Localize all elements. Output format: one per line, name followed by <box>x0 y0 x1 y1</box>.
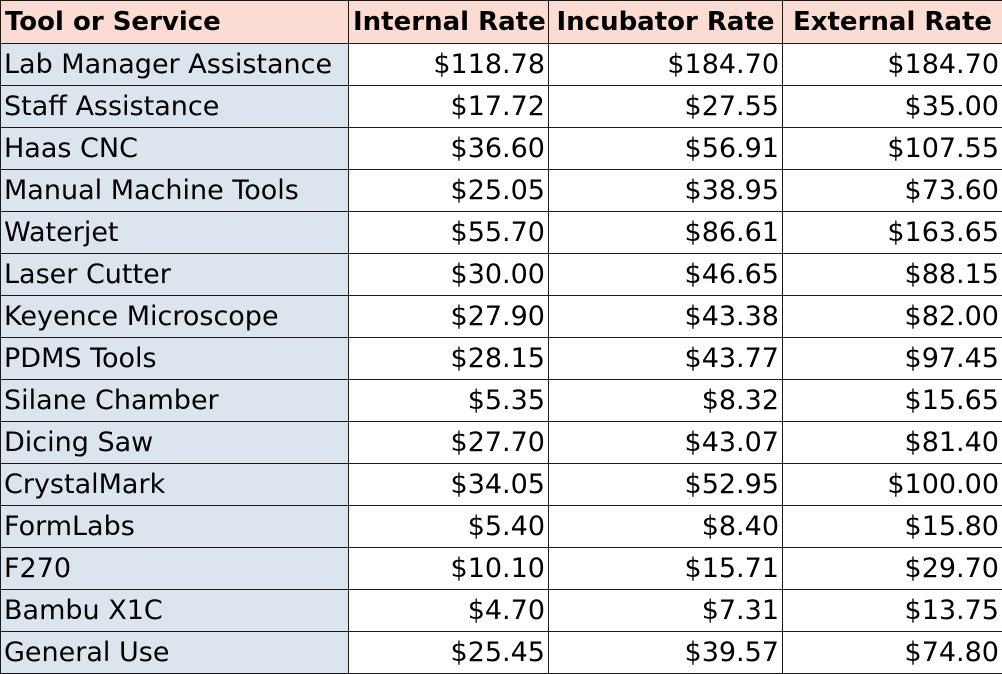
table-row: Waterjet $55.70 $86.61 $163.65 <box>0 211 1002 254</box>
table-row: Keyence Microscope $27.90 $43.38 $82.00 <box>0 295 1002 338</box>
table-row: PDMS Tools $28.15 $43.77 $97.45 <box>0 337 1002 380</box>
internal-rate-cell: $5.40 <box>348 505 549 548</box>
external-rate-cell: $81.40 <box>782 421 1002 464</box>
internal-rate-cell: $27.90 <box>348 295 549 338</box>
internal-rate-cell: $17.72 <box>348 85 549 128</box>
table-row: Laser Cutter $30.00 $46.65 $88.15 <box>0 253 1002 296</box>
internal-rate-cell: $36.60 <box>348 127 549 170</box>
incubator-rate-cell: $27.55 <box>548 85 783 128</box>
table-row: Haas CNC $36.60 $56.91 $107.55 <box>0 127 1002 170</box>
table-row: Bambu X1C $4.70 $7.31 $13.75 <box>0 589 1002 632</box>
tool-name-cell: CrystalMark <box>0 463 349 506</box>
incubator-rate-cell: $43.77 <box>548 337 783 380</box>
external-rate-cell: $13.75 <box>782 589 1002 632</box>
tool-name-cell: Dicing Saw <box>0 421 349 464</box>
incubator-rate-cell: $39.57 <box>548 631 783 674</box>
external-rate-cell: $74.80 <box>782 631 1002 674</box>
incubator-rate-cell: $43.38 <box>548 295 783 338</box>
table-row: Staff Assistance $17.72 $27.55 $35.00 <box>0 85 1002 128</box>
incubator-rate-cell: $184.70 <box>548 43 783 86</box>
external-rate-cell: $15.65 <box>782 379 1002 422</box>
external-rate-cell: $97.45 <box>782 337 1002 380</box>
table-row: Dicing Saw $27.70 $43.07 $81.40 <box>0 421 1002 464</box>
external-rate-cell: $73.60 <box>782 169 1002 212</box>
tool-name-cell: Staff Assistance <box>0 85 349 128</box>
header-internal-rate: Internal Rate <box>348 0 549 44</box>
table-row: Lab Manager Assistance $118.78 $184.70 $184… <box>0 43 1002 86</box>
header-incubator-rate: Incubator Rate <box>548 0 783 44</box>
incubator-rate-cell: $38.95 <box>548 169 783 212</box>
table-row: Silane Chamber $5.35 $8.32 $15.65 <box>0 379 1002 422</box>
incubator-rate-cell: $43.07 <box>548 421 783 464</box>
tool-name-cell: FormLabs <box>0 505 349 548</box>
tool-name-cell: Silane Chamber <box>0 379 349 422</box>
incubator-rate-cell: $56.91 <box>548 127 783 170</box>
incubator-rate-cell: $8.32 <box>548 379 783 422</box>
external-rate-cell: $88.15 <box>782 253 1002 296</box>
tool-name-cell: F270 <box>0 547 349 590</box>
internal-rate-cell: $118.78 <box>348 43 549 86</box>
table-row: Manual Machine Tools $25.05 $38.95 $73.60 <box>0 169 1002 212</box>
external-rate-cell: $184.70 <box>782 43 1002 86</box>
incubator-rate-cell: $86.61 <box>548 211 783 254</box>
external-rate-cell: $107.55 <box>782 127 1002 170</box>
external-rate-cell: $15.80 <box>782 505 1002 548</box>
tool-name-cell: Laser Cutter <box>0 253 349 296</box>
incubator-rate-cell: $8.40 <box>548 505 783 548</box>
incubator-rate-cell: $52.95 <box>548 463 783 506</box>
internal-rate-cell: $25.05 <box>348 169 549 212</box>
header-row: Tool or Service Internal Rate Incubator … <box>0 0 1002 44</box>
tool-name-cell: Bambu X1C <box>0 589 349 632</box>
tool-name-cell: Waterjet <box>0 211 349 254</box>
external-rate-cell: $29.70 <box>782 547 1002 590</box>
tool-name-cell: PDMS Tools <box>0 337 349 380</box>
incubator-rate-cell: $46.65 <box>548 253 783 296</box>
table-row: F270 $10.10 $15.71 $29.70 <box>0 547 1002 590</box>
table-row: General Use $25.45 $39.57 $74.80 <box>0 631 1002 674</box>
internal-rate-cell: $55.70 <box>348 211 549 254</box>
internal-rate-cell: $25.45 <box>348 631 549 674</box>
tool-name-cell: Manual Machine Tools <box>0 169 349 212</box>
internal-rate-cell: $28.15 <box>348 337 549 380</box>
internal-rate-cell: $27.70 <box>348 421 549 464</box>
internal-rate-cell: $5.35 <box>348 379 549 422</box>
external-rate-cell: $35.00 <box>782 85 1002 128</box>
internal-rate-cell: $30.00 <box>348 253 549 296</box>
internal-rate-cell: $4.70 <box>348 589 549 632</box>
table-row: FormLabs $5.40 $8.40 $15.80 <box>0 505 1002 548</box>
incubator-rate-cell: $15.71 <box>548 547 783 590</box>
external-rate-cell: $100.00 <box>782 463 1002 506</box>
tool-name-cell: Haas CNC <box>0 127 349 170</box>
external-rate-cell: $163.65 <box>782 211 1002 254</box>
tool-name-cell: General Use <box>0 631 349 674</box>
incubator-rate-cell: $7.31 <box>548 589 783 632</box>
header-external-rate: External Rate <box>782 0 1002 44</box>
internal-rate-cell: $10.10 <box>348 547 549 590</box>
tool-name-cell: Lab Manager Assistance <box>0 43 349 86</box>
internal-rate-cell: $34.05 <box>348 463 549 506</box>
table-row: CrystalMark $34.05 $52.95 $100.00 <box>0 463 1002 506</box>
tool-name-cell: Keyence Microscope <box>0 295 349 338</box>
header-tool-or-service: Tool or Service <box>0 0 349 44</box>
external-rate-cell: $82.00 <box>782 295 1002 338</box>
